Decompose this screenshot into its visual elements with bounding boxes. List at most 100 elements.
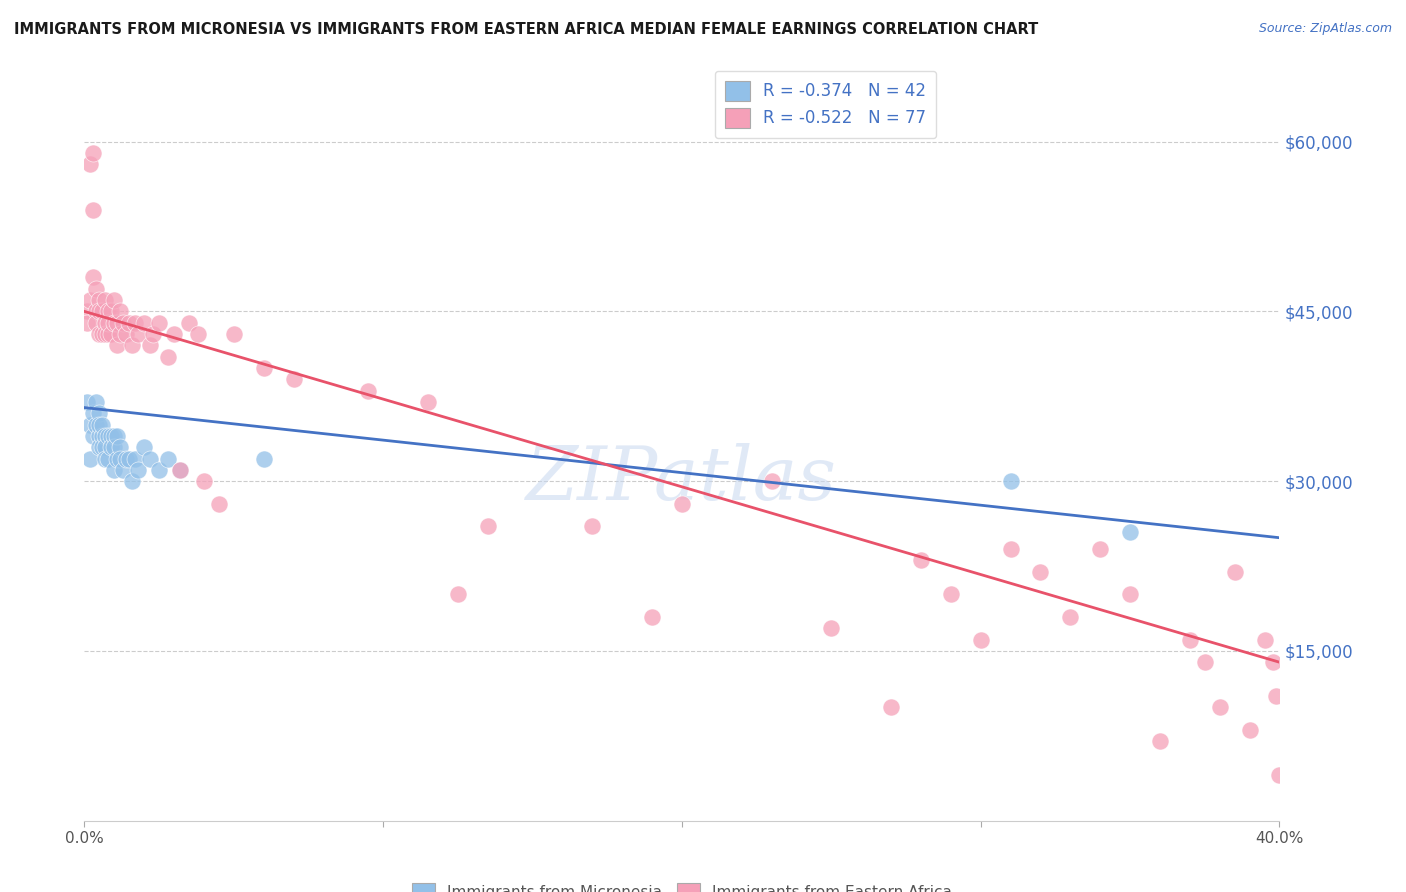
Point [89,293,111,307]
Point [1223,565,1246,579]
Point [105,338,128,352]
Point [76,304,98,318]
Point [163,326,186,341]
Point [89,326,111,341]
Point [1090,542,1112,557]
Point [76,395,98,409]
Point [148,463,170,477]
Point [94,316,117,330]
Point [89,429,111,443]
Point [157,451,180,466]
Point [89,304,111,318]
Point [132,440,156,454]
Point [97,451,120,466]
Point [89,440,111,454]
Point [79,293,101,307]
Point [118,451,141,466]
Text: Source: ZipAtlas.com: Source: ZipAtlas.com [1258,22,1392,36]
Point [112,463,135,477]
Point [139,338,162,352]
Point [671,497,693,511]
Point [86,282,108,296]
Point [115,451,138,466]
Point [112,316,135,330]
Text: ZIPatlas: ZIPatlas [526,443,838,516]
Point [82,429,104,443]
Point [939,587,962,601]
Point [416,395,439,409]
Point [110,326,132,341]
Point [169,463,191,477]
Point [86,316,108,330]
Point [124,316,146,330]
Point [1059,610,1081,624]
Point [94,326,117,341]
Point [1253,632,1275,647]
Point [82,270,104,285]
Point [110,451,132,466]
Point [477,519,499,533]
Point [1209,700,1232,714]
Point [97,316,120,330]
Point [1268,768,1291,782]
Point [82,406,104,420]
Point [820,621,842,635]
Point [208,497,231,511]
Point [91,417,114,432]
Point [357,384,380,398]
Point [121,338,143,352]
Point [103,429,125,443]
Point [1029,565,1052,579]
Point [1149,734,1171,748]
Point [970,632,993,647]
Point [193,474,215,488]
Point [127,326,149,341]
Point [761,474,783,488]
Point [86,417,108,432]
Point [105,316,128,330]
Point [139,451,162,466]
Point [82,202,104,217]
Point [91,429,114,443]
Point [142,326,165,341]
Point [910,553,932,567]
Point [105,429,128,443]
Point [641,610,664,624]
Point [105,451,128,466]
Point [1000,474,1022,488]
Point [103,293,125,307]
Point [79,451,101,466]
Point [91,440,114,454]
Point [97,304,120,318]
Point [82,145,104,160]
Point [132,316,156,330]
Point [100,326,122,341]
Legend: Immigrants from Micronesia, Immigrants from Eastern Africa: Immigrants from Micronesia, Immigrants f… [402,874,962,892]
Point [115,326,138,341]
Point [100,304,122,318]
Point [1263,655,1285,669]
Point [148,316,170,330]
Point [447,587,470,601]
Point [121,474,143,488]
Point [187,326,209,341]
Point [222,326,245,341]
Point [253,451,276,466]
Point [118,316,141,330]
Point [91,326,114,341]
Point [110,440,132,454]
Point [97,429,120,443]
Point [103,316,125,330]
Point [880,700,903,714]
Point [1265,689,1288,703]
Point [253,361,276,376]
Point [1239,723,1261,738]
Point [94,451,117,466]
Point [581,519,603,533]
Point [1119,524,1142,539]
Point [86,395,108,409]
Text: IMMIGRANTS FROM MICRONESIA VS IMMIGRANTS FROM EASTERN AFRICA MEDIAN FEMALE EARNI: IMMIGRANTS FROM MICRONESIA VS IMMIGRANTS… [14,22,1038,37]
Point [100,429,122,443]
Point [76,316,98,330]
Point [94,429,117,443]
